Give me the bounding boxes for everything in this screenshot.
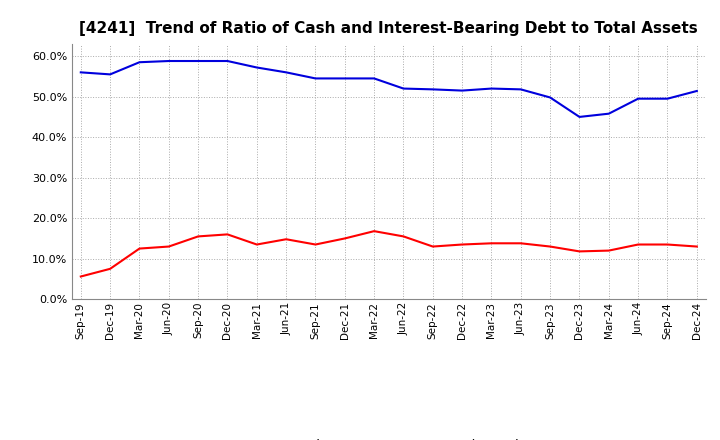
- Legend: Cash, Interest-Bearing Debt: Cash, Interest-Bearing Debt: [249, 439, 528, 440]
- Cash: [370, 228, 379, 234]
- Cash: [253, 242, 261, 247]
- Interest-Bearing Debt: [370, 76, 379, 81]
- Cash: [663, 242, 672, 247]
- Interest-Bearing Debt: [546, 95, 554, 100]
- Interest-Bearing Debt: [693, 88, 701, 94]
- Cash: [605, 248, 613, 253]
- Interest-Bearing Debt: [663, 96, 672, 101]
- Interest-Bearing Debt: [282, 70, 290, 75]
- Cash: [76, 274, 85, 279]
- Interest-Bearing Debt: [399, 86, 408, 91]
- Cash: [399, 234, 408, 239]
- Interest-Bearing Debt: [605, 111, 613, 116]
- Cash: [428, 244, 437, 249]
- Interest-Bearing Debt: [194, 59, 202, 64]
- Line: Cash: Cash: [81, 231, 697, 276]
- Interest-Bearing Debt: [575, 114, 584, 120]
- Interest-Bearing Debt: [76, 70, 85, 75]
- Interest-Bearing Debt: [458, 88, 467, 93]
- Cash: [311, 242, 320, 247]
- Cash: [282, 237, 290, 242]
- Interest-Bearing Debt: [106, 72, 114, 77]
- Interest-Bearing Debt: [428, 87, 437, 92]
- Interest-Bearing Debt: [516, 87, 525, 92]
- Cash: [106, 266, 114, 271]
- Interest-Bearing Debt: [135, 59, 144, 65]
- Cash: [135, 246, 144, 251]
- Cash: [164, 244, 173, 249]
- Cash: [223, 232, 232, 237]
- Cash: [634, 242, 642, 247]
- Cash: [575, 249, 584, 254]
- Cash: [194, 234, 202, 239]
- Interest-Bearing Debt: [341, 76, 349, 81]
- Line: Interest-Bearing Debt: Interest-Bearing Debt: [81, 61, 697, 117]
- Interest-Bearing Debt: [223, 59, 232, 64]
- Interest-Bearing Debt: [311, 76, 320, 81]
- Interest-Bearing Debt: [634, 96, 642, 101]
- Cash: [516, 241, 525, 246]
- Title: [4241]  Trend of Ratio of Cash and Interest-Bearing Debt to Total Assets: [4241] Trend of Ratio of Cash and Intere…: [79, 21, 698, 36]
- Cash: [487, 241, 496, 246]
- Interest-Bearing Debt: [164, 59, 173, 64]
- Cash: [546, 244, 554, 249]
- Cash: [693, 244, 701, 249]
- Cash: [458, 242, 467, 247]
- Interest-Bearing Debt: [253, 65, 261, 70]
- Interest-Bearing Debt: [487, 86, 496, 91]
- Cash: [341, 236, 349, 241]
